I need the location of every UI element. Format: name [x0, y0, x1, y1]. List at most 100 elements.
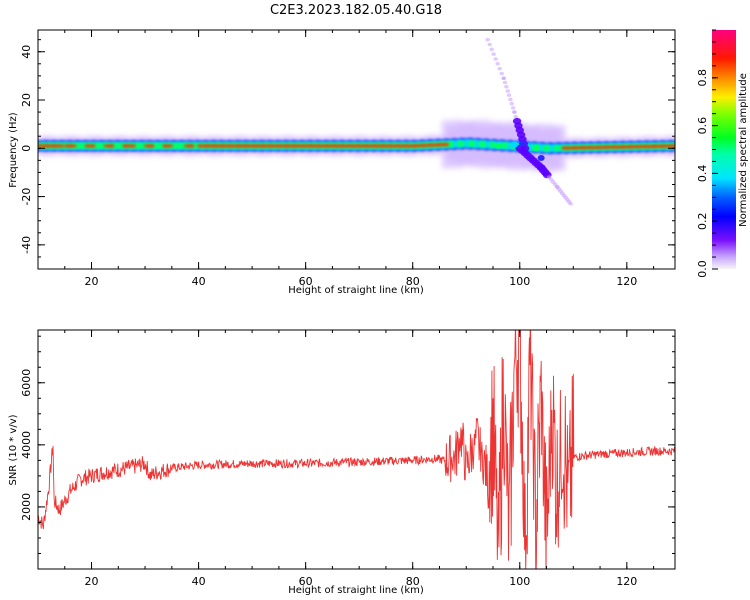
spectral-band-cell	[422, 143, 428, 147]
spectral-band-cell	[384, 144, 390, 148]
rising-branch-blob	[493, 57, 498, 61]
spectral-band-cell	[130, 144, 136, 148]
spectral-band-cell	[470, 140, 476, 147]
colorbar: 0.0 0.2 0.4 0.6 0.8 Normalized spectral ampl…	[696, 29, 749, 278]
spectral-band-cell	[548, 144, 553, 153]
spectral-band-cell	[165, 144, 171, 148]
spectral-band-cell	[395, 144, 401, 148]
spectral-band-cell	[320, 144, 326, 148]
spectral-band-cell	[425, 143, 430, 147]
spectral-band-cell	[339, 144, 345, 148]
spectral-band-cell	[427, 143, 433, 147]
spectral-band-cell	[390, 144, 395, 148]
spectral-band-cell	[87, 144, 93, 148]
spectral-band-cell	[122, 144, 128, 148]
spectral-hotspot	[532, 145, 540, 152]
spectral-band-cell	[331, 144, 337, 148]
rising-branch-blob	[489, 47, 494, 52]
bottom-x-ticks: 20 40 60 80 100 120	[37, 330, 655, 588]
spectral-band-cell	[293, 144, 299, 148]
spectral-band-cell	[323, 144, 329, 148]
spectral-band-cell	[583, 146, 588, 149]
spectral-band-cell	[237, 144, 243, 148]
spectral-band-cell	[111, 142, 117, 149]
top-x-tick-label: 120	[616, 275, 637, 288]
bottom-x-tick-label: 60	[299, 575, 313, 588]
spectral-band-cell	[283, 144, 288, 148]
top-y-tick-label: 40	[20, 45, 33, 59]
top-x-tick-label: 20	[85, 275, 99, 288]
spectral-band-cell	[443, 142, 449, 147]
top-x-tick-label: 60	[299, 275, 313, 288]
spectral-band-cell	[299, 144, 304, 148]
spectral-band-cell	[315, 144, 321, 148]
spectral-band-cell	[63, 144, 69, 148]
bottom-x-tick-label: 100	[509, 575, 530, 588]
bottom-y-tick-label: 4000	[20, 431, 33, 459]
spectral-band-cell	[473, 139, 478, 149]
spectral-band-cell	[580, 146, 585, 150]
spectral-band	[38, 142, 675, 150]
spectral-band-cell	[125, 144, 130, 148]
bottom-y-tick-label: 2000	[20, 493, 33, 521]
spectrogram-panel: 20 40 60 80 100 120 -40 -20 0 20 40 Height of str…	[8, 29, 676, 296]
spectral-band-cell	[82, 143, 88, 149]
spectral-band-cell	[617, 145, 623, 149]
spectral-band-cell	[417, 144, 422, 147]
rising-branch-blob	[491, 52, 496, 56]
spectral-band-cell	[465, 138, 470, 148]
spectral-band-cell	[403, 144, 409, 148]
spectral-band-cell	[379, 144, 385, 148]
spectral-band-cell	[406, 144, 412, 148]
spectral-band-cell	[74, 143, 80, 149]
rising-branch-blob	[504, 84, 509, 89]
spectral-band-cell	[572, 146, 577, 150]
spectral-band-cell	[208, 144, 213, 148]
spectral-band-cell	[277, 144, 283, 148]
spectral-band-cell	[623, 145, 628, 149]
spectral-band-cell	[631, 145, 636, 149]
spectral-band-cell	[304, 144, 310, 148]
top-y-tick-label: 0	[20, 145, 33, 152]
spectral-band-cell	[663, 144, 668, 148]
spectral-band-cell	[652, 144, 658, 148]
spectral-band-cell	[553, 145, 559, 151]
spectral-band-cell	[256, 144, 262, 148]
spectral-band-cell	[438, 143, 444, 147]
spectral-band-cell	[328, 144, 334, 148]
spectral-band-cell	[628, 145, 634, 149]
bottom-x-tick-label: 20	[85, 575, 99, 588]
spectral-band-cell	[61, 142, 66, 149]
spectral-band-cell	[352, 144, 358, 148]
spectral-band-cell	[95, 142, 101, 149]
spectral-band-cell	[259, 144, 264, 148]
spectral-band-cell	[66, 144, 72, 148]
rising-branch-blob	[508, 97, 513, 102]
spectral-band-cell	[604, 145, 610, 149]
spectral-band-cell	[224, 144, 230, 148]
spectral-band-cell	[502, 142, 508, 149]
snr-frame	[37, 329, 676, 570]
spectral-band-cell	[117, 142, 122, 149]
spectral-band-cell	[101, 142, 106, 149]
spectral-band-cell	[558, 144, 564, 152]
spectral-band-cell	[103, 144, 109, 148]
spectral-band-cell	[433, 143, 438, 147]
spectral-band-cell	[401, 144, 406, 148]
colorbar-tick-label: 0.6	[696, 117, 709, 135]
spectral-band-cell	[189, 144, 195, 148]
spectral-band-cell	[655, 144, 660, 148]
spectral-band-cell	[168, 144, 173, 148]
spectral-band-cell	[310, 144, 315, 148]
top-x-axis-label: Height of straight line (km)	[288, 285, 424, 296]
spectral-band-cell	[371, 144, 377, 148]
spectral-band-cell	[58, 144, 64, 148]
top-x-tick-label: 40	[192, 275, 206, 288]
spectral-band-cell	[202, 144, 208, 148]
spectral-band-cell	[272, 144, 278, 148]
spectral-band-cell	[216, 144, 221, 148]
spectral-band-cell	[376, 144, 382, 148]
spectral-band-cell	[633, 145, 639, 149]
spectral-band-cell	[577, 146, 583, 150]
